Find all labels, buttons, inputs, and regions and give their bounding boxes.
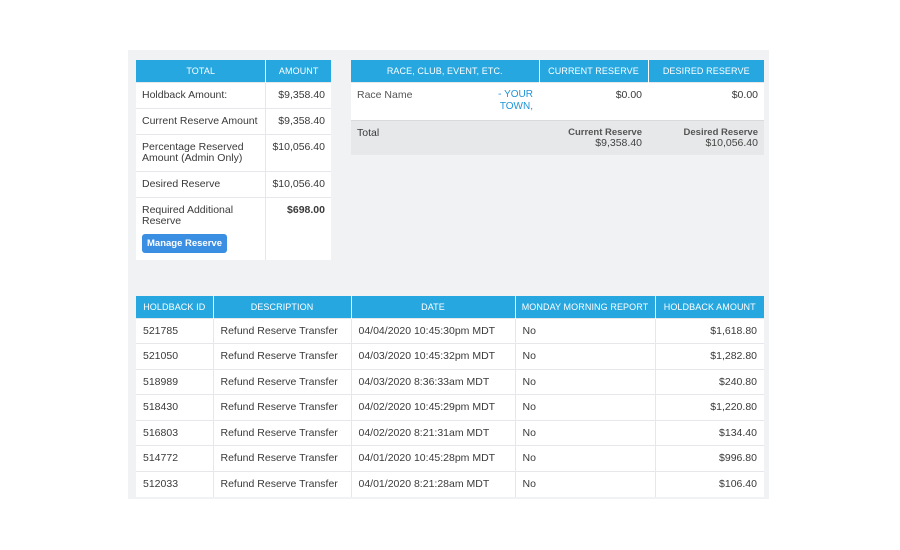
- holdback-report: No: [515, 419, 656, 446]
- race-header-row: RACE, CLUB, EVENT, ETC. CURRENT RESERVE …: [351, 60, 764, 82]
- holdback-amount: $106.40: [655, 470, 764, 497]
- summary-row-current-reserve: Current Reserve Amount $9,358.40: [136, 107, 331, 134]
- total-desired-value: $10,056.40: [705, 136, 758, 149]
- holdback-id: 512033: [136, 470, 214, 497]
- holdback-description: Refund Reserve Transfer: [213, 343, 352, 369]
- table-row: 518989 Refund Reserve Transfer 04/03/202…: [136, 368, 764, 395]
- holdback-amount: $1,618.80: [655, 317, 764, 344]
- race-reserve-table: RACE, CLUB, EVENT, ETC. CURRENT RESERVE …: [351, 60, 764, 155]
- holdback-amount: $1,220.80: [655, 394, 764, 420]
- holdback-description: Refund Reserve Transfer: [213, 419, 352, 446]
- summary-label: Percentage Reserved Amount (Admin Only): [136, 133, 267, 171]
- table-row: 518430 Refund Reserve Transfer 04/02/202…: [136, 394, 764, 420]
- race-current-reserve: $0.00: [539, 81, 648, 120]
- summary-label-cell: Required Additional Reserve Manage Reser…: [136, 196, 267, 260]
- holdback-description: Refund Reserve Transfer: [213, 470, 352, 497]
- holdback-id: 518989: [136, 368, 214, 395]
- summary-label: Required Additional Reserve: [142, 203, 234, 227]
- holdback-report: No: [515, 394, 656, 420]
- holdback-amount: $996.80: [655, 445, 764, 471]
- holdback-id: 521785: [136, 317, 214, 344]
- summary-amount: $9,358.40: [265, 107, 331, 134]
- header-monday-morning-report: MONDAY MORNING REPORT: [515, 296, 656, 318]
- summary-row-desired-reserve: Desired Reserve $10,056.40: [136, 170, 331, 197]
- header-description: DESCRIPTION: [213, 296, 352, 318]
- summary-row-percentage-reserved: Percentage Reserved Amount (Admin Only) …: [136, 133, 331, 171]
- holdback-table: HOLDBACK ID DESCRIPTION DATE MONDAY MORN…: [136, 296, 764, 497]
- race-row: Race Name - YOUR TOWN, $0.00 $0.00: [351, 81, 764, 120]
- holdback-date: 04/01/2020 10:45:28pm MDT: [351, 445, 516, 471]
- summary-amount: $698.00: [265, 196, 331, 260]
- summary-label: Holdback Amount:: [136, 81, 267, 108]
- summary-row-required-additional: Required Additional Reserve Manage Reser…: [136, 196, 331, 260]
- table-row: 521050 Refund Reserve Transfer 04/03/202…: [136, 343, 764, 369]
- manage-reserve-button[interactable]: Manage Reserve: [142, 233, 227, 253]
- race-total-current: Current Reserve $9,358.40: [539, 119, 648, 155]
- race-town-link[interactable]: - YOUR TOWN,: [498, 88, 533, 112]
- race-cell: Race Name - YOUR TOWN,: [351, 81, 539, 120]
- holdback-amount: $240.80: [655, 368, 764, 395]
- header-amount: AMOUNT: [265, 60, 331, 82]
- holdback-amount: $134.40: [655, 419, 764, 446]
- table-row: 521785 Refund Reserve Transfer 04/04/202…: [136, 317, 764, 344]
- race-name: Race Name: [357, 88, 413, 101]
- table-row: 512033 Refund Reserve Transfer 04/01/202…: [136, 470, 764, 497]
- holdback-report: No: [515, 445, 656, 471]
- holdback-id: 521050: [136, 343, 214, 369]
- header-holdback-id: HOLDBACK ID: [136, 296, 214, 318]
- holdback-description: Refund Reserve Transfer: [213, 317, 352, 344]
- summary-amount: $10,056.40: [265, 170, 331, 197]
- summary-amount: $10,056.40: [265, 133, 331, 171]
- holdback-date: 04/03/2020 8:36:33am MDT: [351, 368, 516, 395]
- holdback-description: Refund Reserve Transfer: [213, 445, 352, 471]
- holdback-date: 04/04/2020 10:45:30pm MDT: [351, 317, 516, 344]
- header-date: DATE: [351, 296, 516, 318]
- header-holdback-amount: HOLDBACK AMOUNT: [655, 296, 764, 318]
- holdback-header-row: HOLDBACK ID DESCRIPTION DATE MONDAY MORN…: [136, 296, 764, 318]
- holdback-report: No: [515, 368, 656, 395]
- total-current-value: $9,358.40: [595, 136, 642, 149]
- holdback-date: 04/02/2020 8:21:31am MDT: [351, 419, 516, 446]
- race-desired-reserve: $0.00: [648, 81, 764, 120]
- holdback-description: Refund Reserve Transfer: [213, 368, 352, 395]
- header-desired-reserve: DESIRED RESERVE: [648, 60, 764, 82]
- total-desired-label: Desired Reserve: [683, 126, 758, 138]
- summary-amount: $9,358.40: [265, 81, 331, 108]
- holdback-report: No: [515, 317, 656, 344]
- holdback-id: 518430: [136, 394, 214, 420]
- summary-label: Desired Reserve: [136, 170, 267, 197]
- holdback-amount: $1,282.80: [655, 343, 764, 369]
- holdback-description: Refund Reserve Transfer: [213, 394, 352, 420]
- summary-header-row: TOTAL AMOUNT: [136, 60, 331, 82]
- holdback-date: 04/01/2020 8:21:28am MDT: [351, 470, 516, 497]
- holdback-id: 514772: [136, 445, 214, 471]
- reserve-summary-table: TOTAL AMOUNT Holdback Amount: $9,358.40 …: [136, 60, 331, 260]
- reserve-panel: TOTAL AMOUNT Holdback Amount: $9,358.40 …: [128, 50, 769, 499]
- header-total: TOTAL: [136, 60, 267, 82]
- holdback-date: 04/02/2020 10:45:29pm MDT: [351, 394, 516, 420]
- race-total-row: Total Current Reserve $9,358.40 Desired …: [351, 119, 764, 155]
- table-row: 514772 Refund Reserve Transfer 04/01/202…: [136, 445, 764, 471]
- header-current-reserve: CURRENT RESERVE: [539, 60, 649, 82]
- header-race: RACE, CLUB, EVENT, ETC.: [351, 60, 540, 82]
- race-total-label: Total: [351, 119, 539, 155]
- holdback-report: No: [515, 470, 656, 497]
- race-total-desired: Desired Reserve $10,056.40: [648, 119, 764, 155]
- table-row: 516803 Refund Reserve Transfer 04/02/202…: [136, 419, 764, 446]
- holdback-report: No: [515, 343, 656, 369]
- holdback-date: 04/03/2020 10:45:32pm MDT: [351, 343, 516, 369]
- summary-row-holdback: Holdback Amount: $9,358.40: [136, 81, 331, 108]
- total-current-label: Current Reserve: [568, 126, 642, 138]
- summary-label: Current Reserve Amount: [136, 107, 267, 134]
- holdback-id: 516803: [136, 419, 214, 446]
